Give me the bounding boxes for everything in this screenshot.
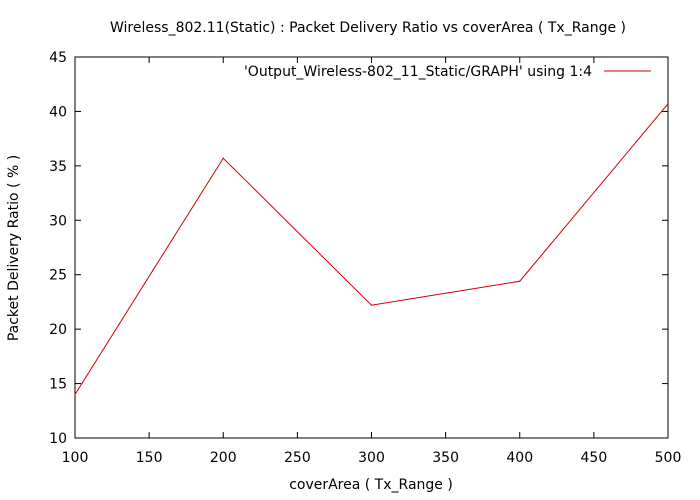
legend: 'Output_Wireless-802_11_Static/GRAPH' us… — [244, 64, 651, 80]
y-tick-label: 40 — [49, 104, 67, 120]
legend-label: 'Output_Wireless-802_11_Static/GRAPH' us… — [244, 64, 592, 80]
data-point — [667, 103, 669, 105]
x-tick-label: 150 — [136, 450, 163, 466]
y-tick-label: 10 — [49, 431, 67, 447]
x-axis-label: coverArea ( Tx_Range ) — [289, 477, 453, 493]
y-tick-label: 30 — [49, 213, 67, 229]
x-tick-label: 300 — [358, 450, 385, 466]
y-tick-label: 20 — [49, 322, 67, 338]
data-point — [370, 304, 373, 306]
x-tick-label: 350 — [432, 450, 459, 466]
x-tick-label: 450 — [581, 450, 608, 466]
series-layer — [74, 103, 669, 396]
data-point — [222, 157, 224, 159]
y-axis-label: Packet Delivery Ratio ( % ) — [6, 155, 22, 341]
x-tick-label: 200 — [210, 450, 237, 466]
x-tick-label: 100 — [62, 450, 89, 466]
y-tick-label: 45 — [49, 50, 67, 66]
x-tick-label: 400 — [506, 450, 533, 466]
x-axis: 100 150 200 250 300 350 400 450 500 — [62, 57, 682, 466]
series-line — [74, 103, 669, 395]
data-point — [519, 280, 521, 282]
x-tick-label: 500 — [655, 450, 682, 466]
y-tick-label: 25 — [49, 268, 67, 284]
y-tick-label: 15 — [49, 377, 67, 393]
y-tick-label: 35 — [49, 159, 67, 175]
chart-title: Wireless_802.11(Static) : Packet Deliver… — [110, 20, 626, 36]
y-axis: 10 15 20 25 30 35 40 45 — [49, 50, 668, 447]
x-tick-label: 250 — [284, 450, 311, 466]
data-point — [74, 393, 76, 396]
plot-frame — [74, 56, 669, 439]
